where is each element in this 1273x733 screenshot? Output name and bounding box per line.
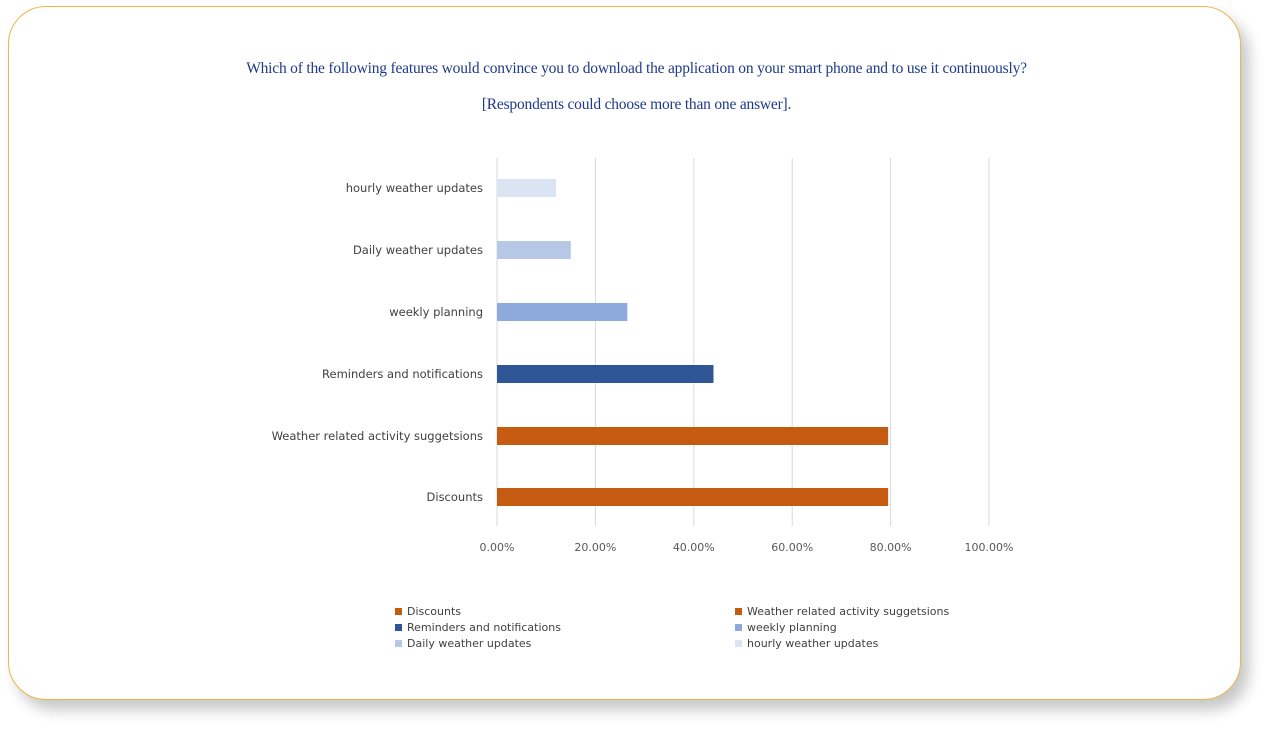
category-label: Reminders and notifications [322, 367, 483, 381]
bar [497, 488, 889, 506]
legend-swatch [735, 624, 742, 631]
legend-label: Reminders and notifications [407, 621, 561, 634]
bar [497, 179, 557, 197]
bar [497, 427, 889, 445]
category-label: hourly weather updates [346, 181, 483, 195]
legend-item: weekly planning [735, 620, 995, 635]
legend-swatch [395, 608, 402, 615]
legend-label: hourly weather updates [747, 637, 879, 650]
chart-legend: Discounts Weather related activity sugget… [395, 604, 995, 651]
x-tick-label: 0.00% [480, 541, 515, 554]
legend-label: Discounts [407, 605, 462, 618]
bar [497, 303, 628, 321]
x-tick-label: 60.00% [771, 541, 813, 554]
category-label: weekly planning [389, 305, 483, 319]
category-label: Weather related activity suggetsions [272, 429, 483, 443]
legend-swatch [735, 640, 742, 647]
legend-item: Discounts [395, 604, 735, 619]
chart-title: Which of the following features would co… [246, 60, 1027, 77]
legend-item: Daily weather updates [395, 636, 735, 651]
bar [497, 365, 714, 383]
legend-label: weekly planning [747, 621, 837, 634]
legend-label: Daily weather updates [407, 637, 532, 650]
legend-swatch [735, 608, 742, 615]
legend-label: Weather related activity suggetsions [747, 605, 950, 618]
legend-item: Weather related activity suggetsions [735, 604, 995, 619]
chart-subtitle: [Respondents could choose more than one … [481, 96, 792, 113]
x-tick-label: 20.00% [574, 541, 616, 554]
chart-card [8, 6, 1241, 700]
bar [497, 241, 571, 259]
category-label: Daily weather updates [353, 243, 483, 257]
x-tick-label: 40.00% [673, 541, 715, 554]
legend-swatch [395, 640, 402, 647]
legend-item: hourly weather updates [735, 636, 995, 651]
legend-item: Reminders and notifications [395, 620, 735, 635]
x-tick-label: 100.00% [965, 541, 1014, 554]
legend-swatch [395, 624, 402, 631]
category-label: Discounts [427, 490, 483, 504]
x-tick-label: 80.00% [870, 541, 912, 554]
